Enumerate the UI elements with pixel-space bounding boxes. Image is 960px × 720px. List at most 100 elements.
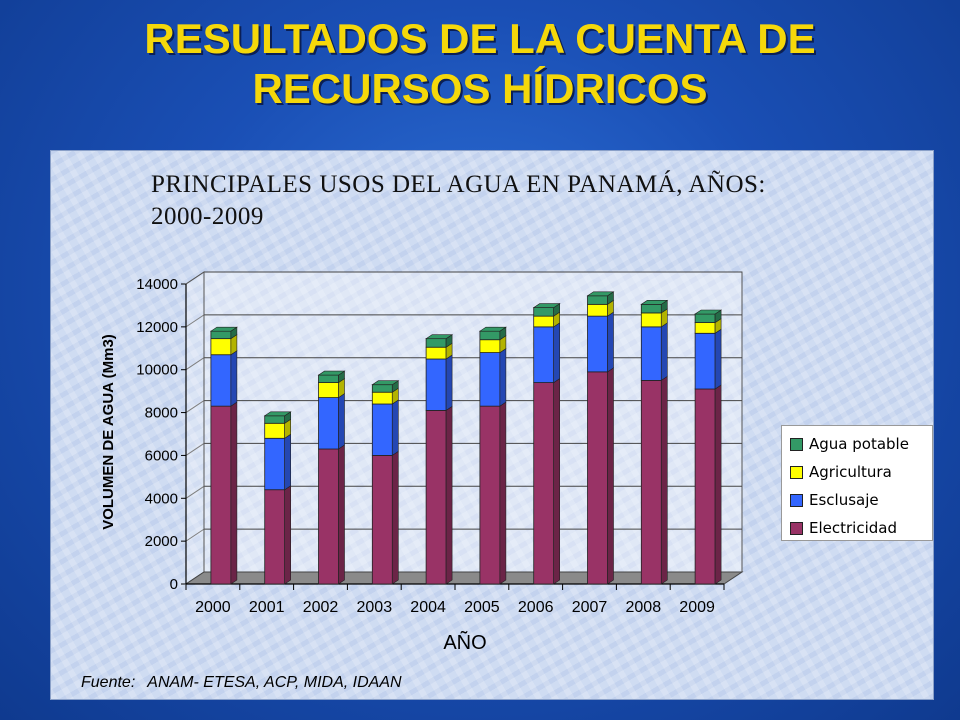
source-note: Fuente: ANAM- ETESA, ACP, MIDA, IDAAN bbox=[81, 674, 402, 692]
x-tick-label: 2003 bbox=[357, 599, 393, 616]
bar-electricidad bbox=[587, 371, 608, 585]
bar-side bbox=[660, 375, 668, 585]
bar-esclusaje bbox=[479, 352, 501, 407]
bar-side bbox=[445, 405, 453, 585]
x-tick-label: 2001 bbox=[249, 599, 285, 616]
legend-swatch bbox=[790, 493, 803, 507]
bar-esclusaje bbox=[425, 358, 447, 411]
plot-side-wall bbox=[185, 271, 205, 585]
bar-side bbox=[338, 393, 345, 450]
y-tick-label: 2000 bbox=[145, 533, 178, 550]
legend-item: Electricidad bbox=[790, 514, 932, 542]
legend-item: Agricultura bbox=[790, 458, 932, 486]
bar-electricidad bbox=[533, 382, 555, 585]
bar-agua-potable bbox=[210, 330, 232, 340]
bar-agricultura bbox=[318, 382, 339, 398]
bar-agua-potable bbox=[533, 307, 555, 317]
legend-swatch bbox=[790, 521, 803, 535]
x-tick-label: 2006 bbox=[518, 599, 554, 616]
legend-label: Agua potable bbox=[809, 435, 909, 453]
bar-side bbox=[714, 384, 722, 585]
bar-electricidad bbox=[210, 405, 232, 585]
legend-label: Esclusaje bbox=[809, 491, 879, 509]
grid-diagonal bbox=[185, 314, 205, 328]
bar-agua-potable bbox=[640, 303, 662, 314]
bar-agua-potable bbox=[694, 313, 716, 323]
bar-agricultura bbox=[425, 346, 447, 360]
bar-esclusaje bbox=[371, 403, 393, 456]
bar-agricultura bbox=[533, 315, 555, 328]
grid-diagonal bbox=[185, 400, 205, 413]
bar-agua-potable bbox=[264, 415, 286, 424]
slide-title-line-2: RECURSOS HÍDRICOS bbox=[252, 65, 708, 112]
bar-top bbox=[209, 326, 238, 332]
bar-electricidad bbox=[264, 489, 286, 585]
bar-top bbox=[694, 309, 723, 315]
legend-swatch bbox=[790, 465, 803, 479]
source-publishers: ANAM- ETESA, ACP, MIDA, IDAAN bbox=[147, 674, 402, 691]
grid-diagonal bbox=[185, 443, 205, 456]
bar-top bbox=[586, 291, 615, 297]
legend-label: Agricultura bbox=[809, 463, 892, 481]
y-tick-label: 14000 bbox=[136, 276, 178, 293]
bar-side bbox=[553, 378, 561, 585]
bar-side bbox=[391, 399, 399, 456]
bar-agricultura bbox=[371, 391, 393, 405]
bar-agricultura bbox=[210, 338, 232, 356]
grid-diagonal bbox=[185, 485, 205, 499]
bar-top bbox=[640, 300, 669, 305]
bar-agua-potable bbox=[479, 330, 501, 341]
x-tick-label: 2002 bbox=[303, 599, 339, 616]
bar-esclusaje bbox=[640, 326, 662, 381]
bar-esclusaje bbox=[533, 326, 555, 383]
legend-swatch bbox=[790, 437, 803, 451]
bar-side bbox=[714, 328, 722, 390]
bar-top bbox=[532, 303, 561, 308]
bar-top bbox=[371, 380, 400, 386]
bar-side bbox=[230, 350, 238, 407]
chart-title-line-2: 2000-2009 bbox=[151, 203, 264, 230]
chart-title-line-1: PRINCIPALES USOS DEL AGUA EN PANAMÁ, AÑO… bbox=[151, 171, 766, 198]
bar-agricultura bbox=[479, 339, 501, 353]
bar-side bbox=[230, 401, 238, 585]
bar-side bbox=[660, 322, 668, 381]
bar-electricidad bbox=[640, 380, 662, 585]
y-tick-label: 4000 bbox=[145, 490, 178, 507]
chart-title: PRINCIPALES USOS DEL AGUA EN PANAMÁ, AÑO… bbox=[151, 169, 871, 233]
chart-panel: PRINCIPALES USOS DEL AGUA EN PANAMÁ, AÑO… bbox=[50, 150, 934, 700]
bar-side bbox=[338, 444, 345, 585]
bar-side bbox=[445, 354, 453, 411]
bar-top bbox=[263, 411, 292, 417]
y-tick-label: 12000 bbox=[136, 319, 178, 336]
bar-agricultura bbox=[640, 312, 662, 328]
x-tick-label: 2009 bbox=[679, 599, 715, 616]
bar-agricultura bbox=[264, 422, 286, 439]
bar-side bbox=[607, 367, 614, 585]
bar-agua-potable bbox=[425, 338, 447, 348]
bar-esclusaje bbox=[587, 315, 608, 373]
legend-label: Electricidad bbox=[809, 519, 897, 537]
x-tick-label: 2000 bbox=[195, 599, 231, 616]
x-tick-label: 2007 bbox=[572, 599, 608, 616]
bar-side bbox=[284, 485, 291, 585]
legend-item: Esclusaje bbox=[790, 486, 932, 514]
bar-top bbox=[425, 334, 454, 339]
bar-electricidad bbox=[318, 448, 339, 585]
chart-legend: Agua potable Agricultura Esclusaje Electric… bbox=[781, 425, 933, 541]
bar-agricultura bbox=[694, 322, 716, 334]
y-axis-title: VOLUMEN DE AGUA (Mm3) bbox=[100, 334, 117, 530]
bar-agua-potable bbox=[587, 295, 608, 305]
y-tick-label: 8000 bbox=[145, 405, 178, 422]
slide-title: RESULTADOS DE LA CUENTA DE RECURSOS HÍDR… bbox=[0, 14, 960, 114]
bar-side bbox=[391, 450, 399, 585]
stacked-bar-chart: 0 2000 4000 6000 8000 10000 12000 14000 2000 2001… bbox=[100, 271, 744, 654]
bar-side bbox=[499, 401, 507, 585]
bar-electricidad bbox=[371, 455, 393, 585]
x-tick-label: 2008 bbox=[626, 599, 662, 616]
bar-side bbox=[499, 348, 507, 407]
grid-diagonal bbox=[185, 357, 205, 371]
bar-side bbox=[553, 322, 561, 384]
bar-esclusaje bbox=[694, 332, 716, 390]
x-tick-label: 2004 bbox=[410, 599, 446, 616]
legend-item: Agua potable bbox=[790, 430, 932, 458]
